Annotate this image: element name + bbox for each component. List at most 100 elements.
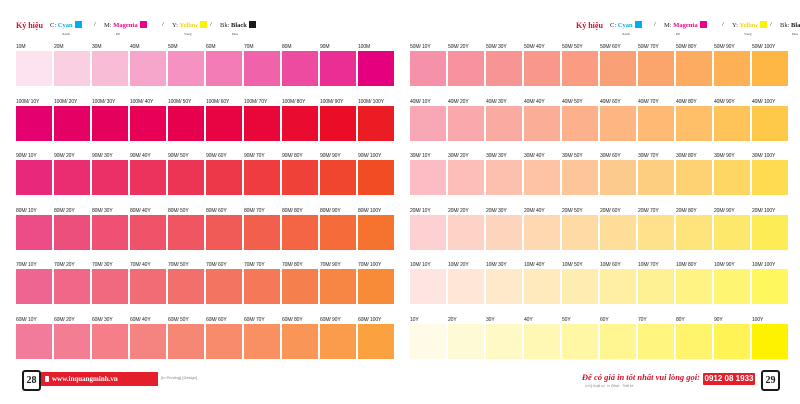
color-swatch	[320, 105, 356, 141]
color-swatch-cell: 10M/ 10Y	[410, 262, 447, 312]
color-swatch-cell: 10M/ 90Y	[714, 262, 751, 312]
color-swatch	[168, 105, 204, 141]
color-swatch	[206, 51, 242, 86]
color-swatch-cell: 50M	[168, 44, 205, 94]
color-swatch-cell: 70M/ 50Y	[168, 262, 205, 312]
legend-title: Ký hiệu	[576, 21, 603, 30]
color-swatch-cell: 100M/ 40Y	[130, 99, 167, 149]
swatch-label: 70M/ 20Y	[54, 262, 75, 268]
color-swatch-cell: 90M/ 50Y	[168, 153, 205, 203]
legend-yellow: Y: Yellow Vàng	[732, 21, 767, 36]
color-swatch-cell: 30M/ 80Y	[676, 153, 713, 203]
color-swatch	[410, 105, 446, 141]
color-swatch	[54, 323, 90, 359]
color-swatch-cell: 100M/ 60Y	[206, 99, 243, 149]
color-swatch-cell: 70M/ 70Y	[244, 262, 281, 312]
color-swatch-cell: 40M/ 40Y	[524, 99, 561, 149]
swatch-row: 80M/ 10Y 80M/ 20Y 80M/ 30Y 80M/ 40Y 80M/ 50Y…	[16, 208, 396, 258]
color-swatch-cell: 10Y	[410, 317, 447, 367]
swatch-label: 20M/ 40Y	[524, 207, 545, 214]
color-swatch-cell: 90M/ 70Y	[244, 153, 281, 203]
swatch-label: 30M/ 20Y	[448, 153, 469, 159]
color-swatch-cell: 30M/ 10Y	[410, 153, 447, 203]
phone-number[interactable]: 0912 08 1933	[703, 373, 755, 385]
color-swatch-cell: 50M/ 20Y	[448, 44, 485, 94]
color-swatch-cell: 70M/ 30Y	[92, 262, 129, 312]
color-swatch-cell: 50M/ 90Y	[714, 44, 751, 94]
color-swatch	[638, 323, 674, 359]
swatch-label: 30M/ 40Y	[524, 153, 545, 159]
color-swatch-cell: 60M/ 60Y	[206, 317, 243, 367]
swatch-label: 20M/ 80Y	[676, 207, 697, 214]
color-swatch-cell: 50M/ 10Y	[410, 44, 447, 94]
color-swatch	[358, 323, 394, 359]
legend-magenta: M: Magenta Đỏ	[664, 21, 707, 36]
color-swatch-cell: 40Y	[524, 317, 561, 367]
color-swatch-cell: 60Y	[600, 317, 637, 367]
swatch-label: 80M/ 20Y	[54, 207, 75, 214]
color-swatch-cell: 20M/ 30Y	[486, 208, 523, 258]
color-swatch-cell: 10M/ 100Y	[752, 262, 789, 312]
legend-magenta-name: Magenta	[113, 22, 138, 29]
swatch-label: 80M/ 30Y	[92, 207, 113, 214]
color-swatch	[92, 323, 128, 359]
color-swatch	[92, 160, 128, 195]
color-swatch	[320, 269, 356, 304]
color-swatch-cell: 90M/ 30Y	[92, 153, 129, 203]
swatch-label: 70M/ 30Y	[92, 262, 113, 268]
swatch-label: 10M/ 80Y	[676, 262, 697, 268]
color-swatch	[92, 51, 128, 86]
color-swatch	[130, 105, 166, 141]
color-swatch	[638, 269, 674, 304]
color-swatch-cell: 100Y	[752, 317, 789, 367]
color-swatch	[410, 160, 446, 195]
color-swatch	[600, 51, 636, 86]
color-swatch-cell: 40M/ 60Y	[600, 99, 637, 149]
website-text[interactable]: www.inquangminh.vn	[52, 375, 118, 383]
legend-cyan-name: Cyan	[57, 22, 73, 29]
color-swatch-cell: 90M	[320, 44, 357, 94]
color-swatch	[714, 214, 750, 250]
color-swatch-cell: 90Y	[714, 317, 751, 367]
swatch-label: 10M/ 40Y	[524, 262, 545, 268]
swatch-label: 40M/ 10Y	[410, 98, 431, 105]
swatch-label: 40M/ 30Y	[486, 98, 507, 105]
swatch-label: 90M/ 70Y	[244, 153, 265, 159]
swatch-label: 90M/ 50Y	[168, 153, 189, 159]
swatch-label: 70M/ 50Y	[168, 262, 189, 268]
website-link[interactable]: www.inquangminh.vn	[41, 372, 158, 386]
color-swatch-cell: 70M/ 20Y	[54, 262, 91, 312]
right-footer: Để có giá in tốt nhất vui lòng gọi: 0912…	[400, 369, 800, 391]
color-swatch-cell: 40M/ 80Y	[676, 99, 713, 149]
swatch-label: 50M/ 50Y	[562, 44, 583, 50]
color-swatch	[524, 323, 560, 359]
swatch-row: 40M/ 10Y 40M/ 20Y 40M/ 30Y 40M/ 40Y 40M/ 50Y…	[410, 99, 790, 149]
color-swatch-cell: 100M/ 100Y	[358, 99, 395, 149]
color-swatch	[16, 323, 52, 359]
swatch-label: 80M/ 40Y	[130, 207, 151, 214]
color-swatch	[600, 160, 636, 195]
swatch-label: 40M/ 40Y	[524, 98, 545, 105]
color-swatch-cell: 10M	[16, 44, 53, 94]
color-swatch	[600, 214, 636, 250]
color-swatch-cell: 60M/ 30Y	[92, 317, 129, 367]
color-swatch	[486, 160, 522, 195]
color-swatch	[448, 160, 484, 195]
legend-title: Ký hiệu	[16, 21, 43, 30]
color-swatch	[244, 323, 280, 359]
swatch-row: 30M/ 10Y 30M/ 20Y 30M/ 30Y 30M/ 40Y 30M/ 50Y…	[410, 153, 790, 203]
swatch-label: 30M/ 10Y	[410, 153, 431, 159]
color-swatch	[244, 51, 280, 86]
service-notes: In Kỹ thuật số · In Offset · Thiết kế	[585, 384, 634, 388]
color-swatch-cell: 30M	[92, 44, 129, 94]
color-swatch	[676, 269, 712, 304]
color-swatch	[486, 214, 522, 250]
color-swatch	[752, 160, 788, 195]
color-swatch	[320, 214, 356, 250]
swatch-label: 60M/ 60Y	[206, 316, 227, 323]
swatch-label: 40M	[130, 44, 140, 50]
swatch-label: 90M/ 60Y	[206, 153, 227, 159]
color-swatch	[448, 214, 484, 250]
call-to-action: Để có giá in tốt nhất vui lòng gọi:	[581, 372, 700, 382]
